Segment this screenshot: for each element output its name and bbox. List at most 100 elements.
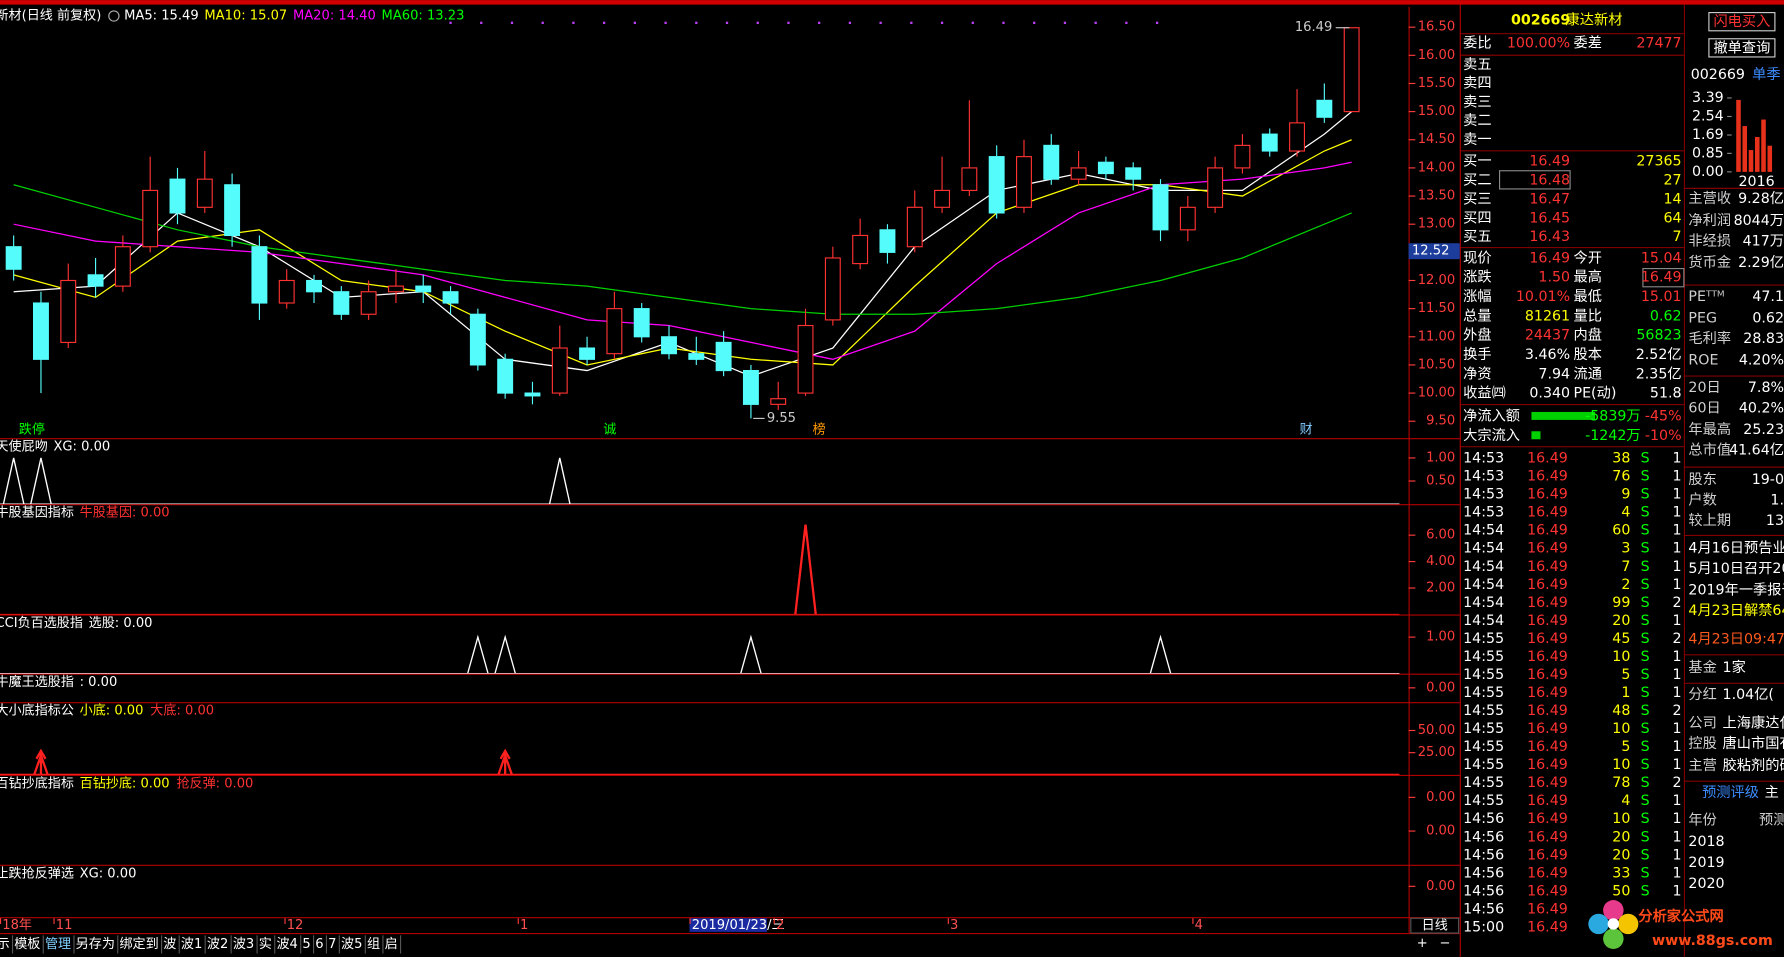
flow-label: 大宗流入	[1463, 427, 1520, 444]
y-tick-label: 12.00	[1418, 273, 1455, 288]
quote-separators	[1460, 33, 1784, 782]
button-label[interactable]: 闪电买入	[1713, 13, 1770, 30]
news-item[interactable]: 4月23日解禁64	[1688, 602, 1784, 619]
trade-cell: 1	[1673, 865, 1682, 881]
tab[interactable]: 另存为	[76, 936, 115, 952]
trade-cell: 14:54	[1463, 613, 1504, 629]
trade-cell: 14:55	[1463, 721, 1504, 737]
side-value: 0.62	[1752, 311, 1784, 327]
tab[interactable]: 组	[367, 936, 380, 952]
legend-item: MA5: 15.49	[124, 9, 199, 24]
news-item[interactable]: 2019年一季报于	[1688, 582, 1784, 599]
trade-cell: S	[1641, 883, 1650, 899]
tab[interactable]: 绑定到	[119, 936, 158, 952]
tab[interactable]: 波	[163, 936, 176, 952]
trade-cell: 16.49	[1527, 829, 1568, 845]
tab[interactable]: 示	[0, 937, 10, 952]
tab[interactable]: 波2	[207, 936, 228, 952]
zoom-button[interactable]: +	[1417, 936, 1428, 951]
trade-cell: 1	[1673, 757, 1682, 773]
legend-item: MA10: 15.07	[204, 9, 287, 24]
trade-cell: 1	[1673, 667, 1682, 683]
tab[interactable]: 波1	[181, 936, 202, 952]
event-tag: 财	[1300, 422, 1313, 438]
trade-cell: 1	[1673, 649, 1682, 665]
stat-label: 现价	[1463, 250, 1491, 266]
candle-body	[415, 285, 432, 293]
candle-body	[142, 189, 159, 248]
tab[interactable]: 波4	[276, 936, 297, 952]
tab[interactable]: 模板	[14, 936, 40, 952]
stat-label: 净资	[1463, 365, 1491, 382]
stat-value: 2.35亿	[1636, 365, 1682, 382]
panel-title: CCI负百选股指	[0, 615, 83, 631]
event-dot	[541, 21, 544, 24]
trade-cell: S	[1641, 721, 1650, 737]
side-label: PEᵀᵀᴹ	[1688, 289, 1724, 305]
tab[interactable]: 7	[328, 937, 336, 952]
stat-label: 外盘	[1463, 326, 1491, 344]
candle-body	[114, 246, 131, 287]
candle-body	[770, 398, 787, 405]
tab[interactable]: 实	[259, 936, 272, 952]
tab[interactable]: 启	[385, 936, 398, 952]
tab[interactable]: 6	[315, 937, 323, 952]
mini-bar	[1736, 99, 1741, 172]
watermark-logo	[1588, 900, 1639, 949]
trade-cell: 2	[1621, 577, 1630, 593]
tab[interactable]: 5	[302, 937, 310, 952]
side-value: 1.04亿(	[1723, 686, 1774, 703]
bid-price: 16.48	[1529, 173, 1570, 189]
tab[interactable]: 管理	[45, 936, 71, 952]
zoom-button[interactable]: −	[1439, 936, 1450, 951]
event-dot	[756, 21, 759, 24]
candle-body	[1207, 167, 1224, 208]
label: 委比	[1463, 34, 1491, 51]
button-label[interactable]: 撤单查询	[1713, 39, 1770, 56]
panel-title: 牛股基因指标	[0, 505, 74, 521]
news-item[interactable]: 4月23日09:47涨	[1688, 630, 1784, 647]
ask-label: 卖一	[1463, 131, 1491, 148]
trade-cell: 10	[1612, 649, 1630, 665]
trade-cell: S	[1641, 469, 1650, 485]
period-tab[interactable]: 日线	[1422, 918, 1448, 934]
bid-price: 16.43	[1529, 229, 1570, 245]
panel-field: 抢反弹: 0.00	[176, 774, 253, 791]
trade-cell: S	[1641, 757, 1650, 773]
signal-spike	[494, 634, 517, 674]
y-tick-label: 11.00	[1418, 329, 1455, 344]
stat-label: 涨跌	[1463, 269, 1491, 286]
signal-arrow	[33, 748, 49, 776]
trade-cell: 3	[1621, 541, 1630, 557]
trade-cell: 1	[1673, 541, 1682, 557]
trade-cell: 1	[1673, 739, 1682, 755]
stat-value: 1.50	[1538, 270, 1570, 286]
forecast-head: 预测	[1759, 811, 1784, 828]
news-item[interactable]: 4月16日预告业绩	[1688, 539, 1784, 556]
side-label: 主营收	[1688, 190, 1731, 207]
candle-body	[469, 313, 486, 366]
trade-cell: 1	[1673, 793, 1682, 809]
stat-label: 最低	[1574, 288, 1602, 305]
event-dot	[971, 21, 974, 24]
stat-value: 51.8	[1650, 386, 1682, 402]
tab[interactable]: 波3	[233, 936, 254, 952]
button[interactable]	[1708, 38, 1776, 58]
ask-label: 卖四	[1463, 75, 1491, 92]
ma-line	[13, 184, 1352, 315]
stat-label: 总量	[1463, 307, 1491, 324]
event-dot	[787, 21, 790, 24]
trade-cell: S	[1641, 829, 1650, 845]
signal-spike	[794, 524, 817, 615]
news-item[interactable]: 5月10日召开20	[1688, 561, 1784, 577]
button[interactable]	[1708, 12, 1776, 32]
trade-cell: 14:56	[1463, 901, 1504, 917]
flow-pct: -10%	[1645, 428, 1682, 444]
stat-value: 0.340	[1529, 386, 1570, 402]
tab[interactable]: 波5	[341, 936, 362, 952]
side-label: 年最高	[1688, 421, 1731, 438]
forecast-label[interactable]: 预测评级	[1702, 784, 1759, 801]
candle-body	[579, 347, 596, 360]
side-label: 货币金	[1688, 254, 1731, 271]
side-tab[interactable]: 单季	[1752, 66, 1780, 83]
